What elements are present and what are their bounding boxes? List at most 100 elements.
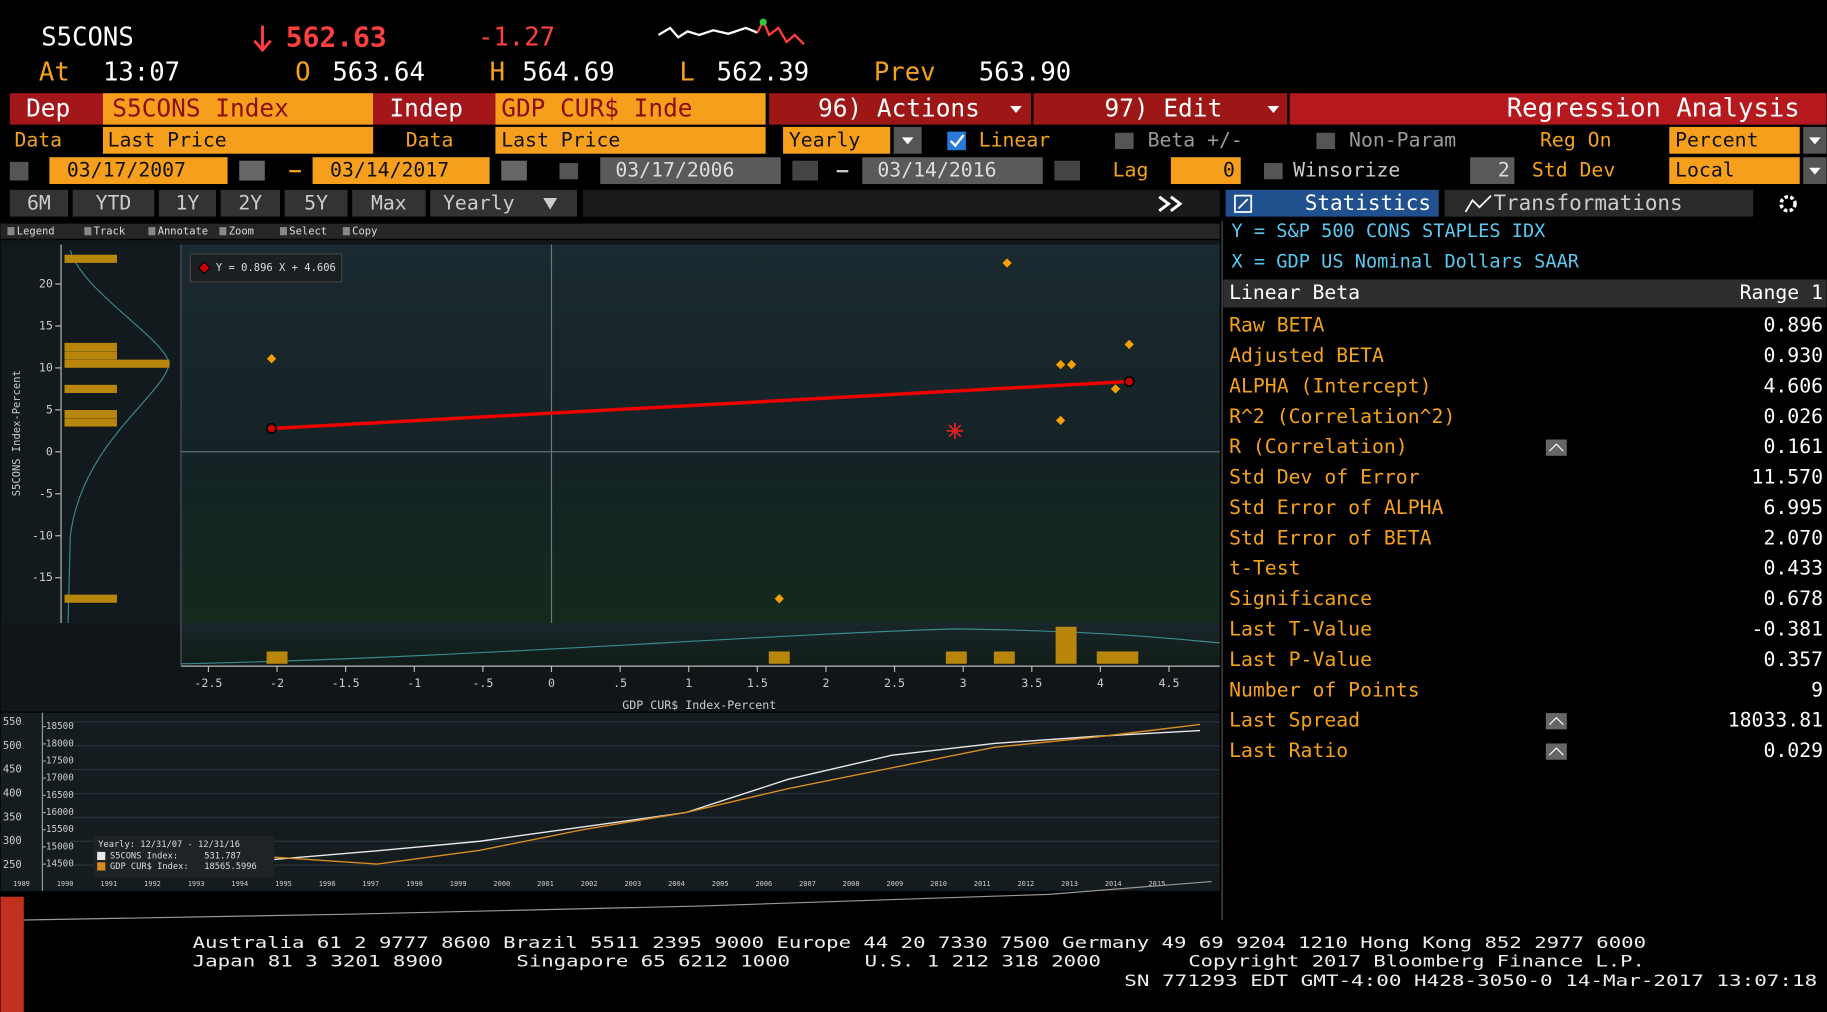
dep-data-field[interactable]: [102, 126, 374, 154]
statistics-tab-label[interactable]: Statistics: [1305, 191, 1431, 215]
calendar-button[interactable]: [239, 160, 265, 181]
winsorize-option[interactable]: Winsorize: [1293, 159, 1400, 182]
year-label: 1993: [188, 880, 205, 888]
beta-option[interactable]: Beta +/-: [1148, 128, 1243, 151]
reg-on-field[interactable]: [1669, 126, 1800, 154]
stat-chart-button[interactable]: [1545, 713, 1567, 730]
footer-copyright: Copyright 2017 Bloomberg Finance L.P.: [1188, 951, 1645, 970]
calendar-button[interactable]: [501, 160, 527, 181]
indep-security[interactable]: GDP CUR$ Inde: [501, 93, 692, 122]
date-checkbox[interactable]: [9, 161, 29, 181]
std-mode-field[interactable]: [1669, 157, 1800, 184]
transformations-tab[interactable]: [1444, 189, 1754, 217]
std-dev-label: Std Dev: [1532, 159, 1615, 182]
indep-end[interactable]: 03/14/2016: [877, 159, 996, 182]
calendar-button[interactable]: [792, 160, 819, 181]
y2-tick-label: 17500: [46, 756, 74, 767]
dep-end-field[interactable]: [312, 157, 490, 184]
std-mode[interactable]: Local: [1675, 159, 1735, 182]
chart-tool[interactable]: Copy: [352, 226, 377, 238]
x-hist-bar: [1096, 651, 1118, 664]
indep-start-field[interactable]: [600, 157, 781, 184]
indep-date-checkbox[interactable]: [559, 163, 579, 180]
period-tab-label[interactable]: 5Y: [304, 191, 328, 214]
dep-end[interactable]: 03/14/2017: [330, 159, 449, 182]
period-tab-label[interactable]: Max: [371, 191, 407, 214]
scatter-point: [1124, 339, 1134, 350]
period-tab[interactable]: [158, 189, 216, 217]
dep-field[interactable]: [102, 93, 374, 125]
edit-button[interactable]: [1033, 93, 1288, 125]
dep-security[interactable]: S5CONS Index: [112, 93, 289, 122]
chart-tool[interactable]: Annotate: [158, 226, 208, 238]
linear-option[interactable]: Linear: [979, 128, 1051, 151]
chart-tool[interactable]: Zoom: [229, 226, 254, 238]
chart-tool[interactable]: Legend: [17, 226, 55, 238]
settings-gear[interactable]: [1779, 195, 1797, 213]
edit-menu[interactable]: 97) Edit: [1104, 93, 1222, 122]
period-tab[interactable]: [72, 189, 155, 217]
frequency-field[interactable]: [783, 126, 891, 154]
net-change: -1.27: [478, 22, 555, 52]
stats-range: Range 1: [1740, 281, 1823, 304]
year-label: 1990: [57, 880, 74, 888]
y-tick-label: 5: [46, 402, 53, 416]
actions-menu[interactable]: 96) Actions: [818, 93, 980, 122]
actions-button[interactable]: [769, 93, 1032, 125]
stat-name: Std Error of BETA: [1229, 526, 1432, 549]
x-tick-label: -1: [407, 676, 421, 690]
expand-icon[interactable]: [1158, 195, 1183, 212]
winsorize-checkbox[interactable]: [1264, 163, 1283, 180]
stat-chart-button[interactable]: [1545, 743, 1567, 760]
sparkline: [657, 26, 758, 39]
dropdown-arrow: [1809, 137, 1821, 145]
period-tab-label[interactable]: 1Y: [175, 191, 199, 214]
calendar-button[interactable]: [1054, 160, 1081, 181]
chart-tool[interactable]: Select: [289, 226, 327, 238]
indep-field[interactable]: [495, 93, 766, 125]
indep-start[interactable]: 03/17/2006: [615, 159, 734, 182]
linear-checkbox[interactable]: [947, 131, 966, 151]
indep-end-field[interactable]: [862, 157, 1043, 184]
indep-data-field[interactable]: [495, 126, 766, 154]
high: 564.69: [522, 57, 615, 87]
dep-start-field[interactable]: [49, 157, 228, 184]
screen-title: Regression Analysis: [1507, 93, 1800, 123]
year-label: 1998: [406, 880, 423, 888]
x-hist-bar: [993, 651, 1015, 664]
period-tab[interactable]: [220, 189, 280, 217]
equation: Y = 0.896 X + 4.606: [216, 262, 336, 274]
nonparam-checkbox[interactable]: [1316, 132, 1336, 150]
nonparam-option[interactable]: Non-Param: [1349, 128, 1456, 151]
reg-on[interactable]: Percent: [1675, 128, 1758, 151]
beta-checkbox[interactable]: [1114, 132, 1134, 150]
period-tab-label[interactable]: 6M: [27, 191, 51, 214]
statistics-tab[interactable]: [1225, 189, 1439, 217]
y-tick-label: 10: [39, 360, 53, 374]
dep-data[interactable]: Last Price: [108, 128, 227, 151]
tool-icon: [148, 227, 156, 236]
period-tab[interactable]: [284, 189, 348, 217]
std-dev[interactable]: 2: [1498, 159, 1510, 182]
tool-icon: [219, 227, 227, 236]
frequency[interactable]: Yearly: [789, 128, 861, 151]
year-label: 1999: [450, 880, 467, 888]
dep-start[interactable]: 03/17/2007: [67, 159, 186, 182]
dep-label-bg: [9, 93, 103, 125]
lag[interactable]: 0: [1223, 159, 1235, 182]
y-tick-label: 350: [3, 811, 22, 823]
std-dev-field[interactable]: [1470, 157, 1515, 184]
year-label: 2011: [974, 880, 991, 888]
footer-contacts: Singapore 65 6212 1000: [516, 951, 790, 970]
stat-chart-button[interactable]: [1545, 439, 1567, 456]
period-tab-label[interactable]: YTD: [96, 191, 132, 214]
period-select-label[interactable]: Yearly: [443, 191, 515, 214]
chart-tool[interactable]: Track: [94, 226, 126, 238]
transformations-tab-label[interactable]: Transformations: [1493, 191, 1682, 215]
period-tab[interactable]: [352, 189, 426, 217]
indep-data[interactable]: Last Price: [501, 128, 620, 151]
lag-field[interactable]: [1170, 157, 1241, 184]
period-tab[interactable]: [9, 189, 69, 217]
period-tab-label[interactable]: 2Y: [238, 191, 262, 214]
title-bar: [1289, 93, 1827, 125]
